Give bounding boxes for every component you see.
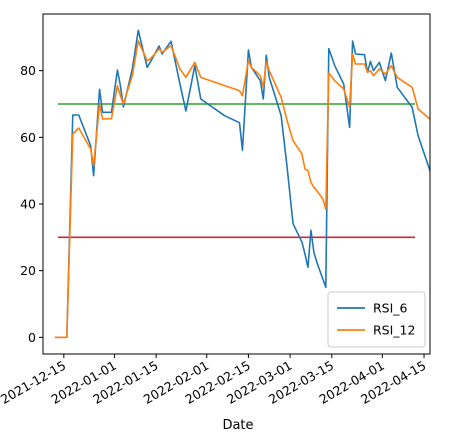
reference-lines xyxy=(58,103,415,239)
series-line-rsi-6 xyxy=(54,29,430,339)
y-tick-label: 40 xyxy=(20,197,36,212)
y-tick-label: 60 xyxy=(20,130,36,145)
plot-frame xyxy=(42,13,431,355)
y-tick-label: 0 xyxy=(28,330,36,345)
x-axis-title: Date xyxy=(222,418,253,433)
legend-box xyxy=(327,291,426,348)
legend-label: RSI_12 xyxy=(373,323,415,338)
x-axis: 2021-12-152022-01-012022-01-152022-02-01… xyxy=(0,354,429,407)
series-lines xyxy=(54,29,430,339)
y-tick-label: 80 xyxy=(20,63,36,78)
series-line-rsi-12 xyxy=(54,40,430,339)
legend: RSI_6 RSI_12 xyxy=(327,291,426,348)
y-axis: 0 20 40 60 80 xyxy=(20,63,43,345)
legend-label: RSI_6 xyxy=(373,301,408,316)
y-tick-label: 20 xyxy=(20,263,36,278)
